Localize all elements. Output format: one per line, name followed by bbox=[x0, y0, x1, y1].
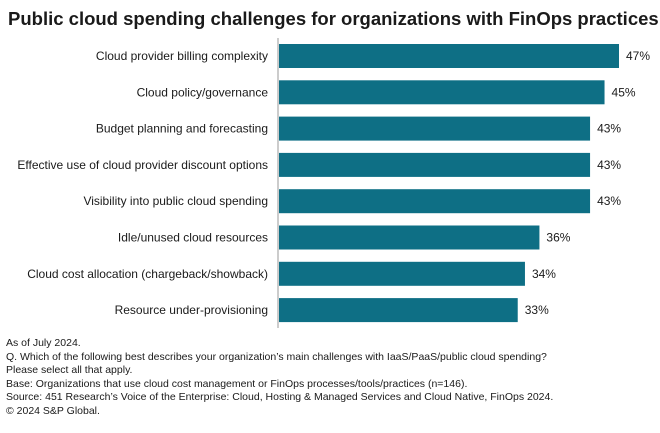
value-label: 43% bbox=[597, 122, 621, 136]
footnote-question: Q. Which of the following best describes… bbox=[6, 350, 547, 363]
bar-chart: Cloud provider billing complexity 47% Clou… bbox=[17, 38, 650, 328]
value-label: 43% bbox=[597, 194, 621, 208]
bar bbox=[279, 44, 619, 68]
bar bbox=[279, 261, 525, 286]
value-label: 45% bbox=[612, 85, 636, 99]
value-label: 33% bbox=[525, 303, 549, 317]
category-label: Cloud policy/governance bbox=[137, 85, 269, 99]
value-label: 43% bbox=[597, 158, 621, 172]
category-label: Resource under-provisioning bbox=[115, 303, 268, 317]
footnote-question-cont: Please select all that apply. bbox=[6, 364, 133, 377]
category-label: Cloud provider billing complexity bbox=[96, 49, 268, 63]
category-label: Effective use of cloud provider discount… bbox=[17, 158, 268, 172]
footnotes: As of July 2024. Q. Which of the followi… bbox=[6, 337, 553, 419]
value-label: 34% bbox=[532, 267, 556, 281]
category-label: Cloud cost allocation (chargeback/showba… bbox=[27, 267, 268, 281]
footnote-base: Base: Organizations that use cloud cost … bbox=[6, 377, 468, 390]
bar bbox=[279, 116, 591, 141]
category-label: Idle/unused cloud resources bbox=[118, 231, 268, 245]
chart-title: Public cloud spending challenges for org… bbox=[8, 8, 659, 29]
value-label: 36% bbox=[546, 231, 570, 245]
footnote-as-of: As of July 2024. bbox=[6, 337, 81, 349]
bar bbox=[279, 80, 605, 105]
bar bbox=[279, 189, 591, 214]
bar bbox=[279, 298, 518, 323]
bar bbox=[279, 152, 591, 177]
value-label: 47% bbox=[626, 49, 650, 63]
bar bbox=[279, 225, 540, 250]
category-label: Budget planning and forecasting bbox=[96, 122, 268, 136]
footnote-source: Source: 451 Research’s Voice of the Ente… bbox=[6, 391, 554, 404]
category-label: Visibility into public cloud spending bbox=[83, 194, 268, 208]
footnote-copyright: © 2024 S&P Global. bbox=[6, 404, 100, 417]
